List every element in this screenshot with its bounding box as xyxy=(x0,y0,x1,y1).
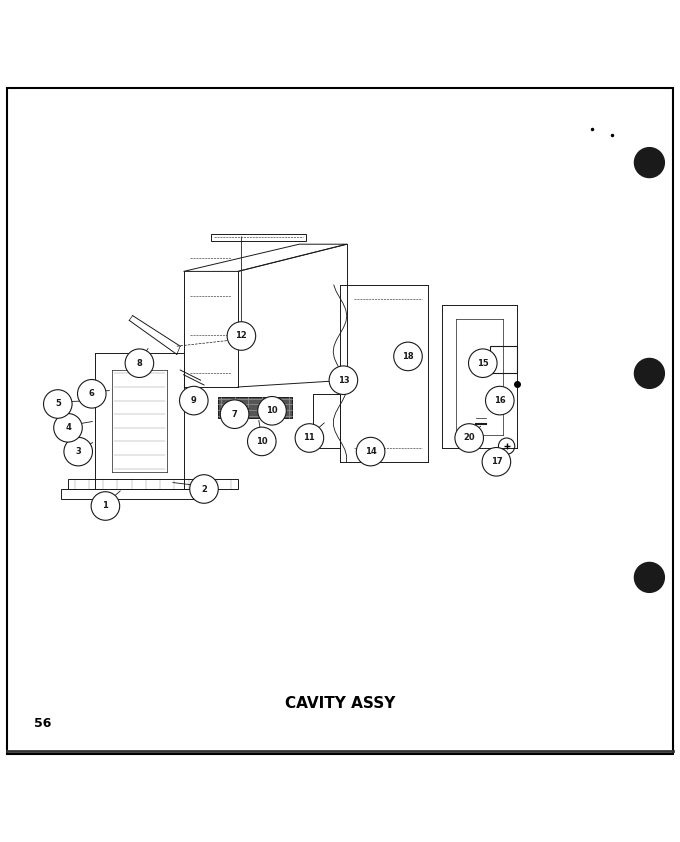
Circle shape xyxy=(220,400,249,429)
Text: 20: 20 xyxy=(463,434,475,443)
Text: 12: 12 xyxy=(235,332,248,340)
Circle shape xyxy=(190,475,218,504)
Text: 7: 7 xyxy=(232,410,237,418)
Circle shape xyxy=(248,427,276,456)
Circle shape xyxy=(258,397,286,425)
Circle shape xyxy=(64,437,92,466)
Text: 6: 6 xyxy=(89,389,95,398)
Text: 18: 18 xyxy=(402,352,414,361)
Text: 9: 9 xyxy=(191,396,197,405)
Circle shape xyxy=(394,342,422,370)
Circle shape xyxy=(125,349,154,377)
Text: 10: 10 xyxy=(256,437,268,446)
Circle shape xyxy=(482,447,511,476)
Text: 2: 2 xyxy=(201,484,207,493)
Text: 5: 5 xyxy=(55,399,61,408)
Circle shape xyxy=(54,413,82,442)
Circle shape xyxy=(486,386,514,415)
Circle shape xyxy=(634,147,664,178)
Circle shape xyxy=(227,322,256,350)
Circle shape xyxy=(44,390,72,418)
Text: CAVITY ASSY: CAVITY ASSY xyxy=(285,695,395,711)
Text: 10: 10 xyxy=(266,407,278,415)
Text: 3: 3 xyxy=(75,447,81,456)
Text: 17: 17 xyxy=(490,457,503,466)
Text: 56: 56 xyxy=(34,717,52,730)
Circle shape xyxy=(498,438,515,455)
Text: 11: 11 xyxy=(303,434,316,443)
Circle shape xyxy=(469,349,497,377)
Circle shape xyxy=(91,492,120,520)
Polygon shape xyxy=(218,397,292,418)
Text: 15: 15 xyxy=(477,359,489,368)
Circle shape xyxy=(329,366,358,395)
Text: 1: 1 xyxy=(103,502,108,510)
Text: 8: 8 xyxy=(137,359,142,368)
Text: 14: 14 xyxy=(364,447,377,456)
Text: 13: 13 xyxy=(337,376,350,385)
Circle shape xyxy=(455,424,483,452)
Bar xyxy=(490,346,517,373)
Circle shape xyxy=(78,380,106,408)
Circle shape xyxy=(356,437,385,466)
Circle shape xyxy=(295,424,324,452)
Circle shape xyxy=(634,562,664,593)
Circle shape xyxy=(634,359,664,388)
Circle shape xyxy=(180,386,208,415)
Text: 4: 4 xyxy=(65,424,71,432)
Text: 16: 16 xyxy=(494,396,506,405)
